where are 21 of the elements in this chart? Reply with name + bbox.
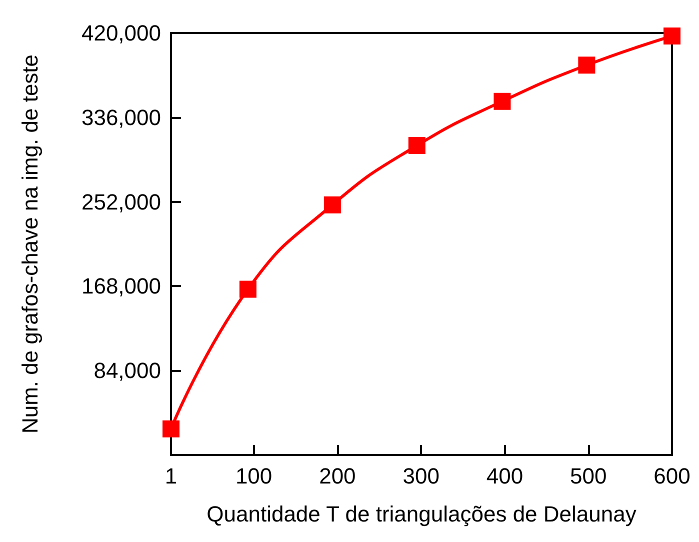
y-tick-label: 168,000 [81, 274, 161, 299]
y-axis-title: Num. de grafos-chave na img. de teste [18, 54, 42, 434]
x-tick-label: 600 [654, 464, 690, 488]
point [324, 196, 341, 214]
point [408, 137, 426, 154]
y-tick-label: 420,000 [81, 20, 161, 46]
y-tick-label: 336,000 [81, 104, 161, 130]
x-tick-label: 300 [402, 464, 440, 488]
x-tick-label: 1 [164, 464, 178, 488]
x-tick-label: 500 [570, 464, 607, 488]
x-tick-label: 400 [486, 464, 524, 488]
point [162, 420, 180, 438]
y-tick-label: 84,000 [94, 358, 161, 384]
point [578, 56, 596, 74]
point [664, 28, 680, 45]
x-tick-label: 100 [235, 464, 272, 488]
x-axis-title: Quantidade T de triangulações de Delaunay [206, 502, 636, 526]
x-tick-label: 200 [319, 464, 356, 488]
y-tick-label: 252,000 [81, 189, 161, 214]
point [494, 92, 511, 110]
point [239, 280, 256, 298]
